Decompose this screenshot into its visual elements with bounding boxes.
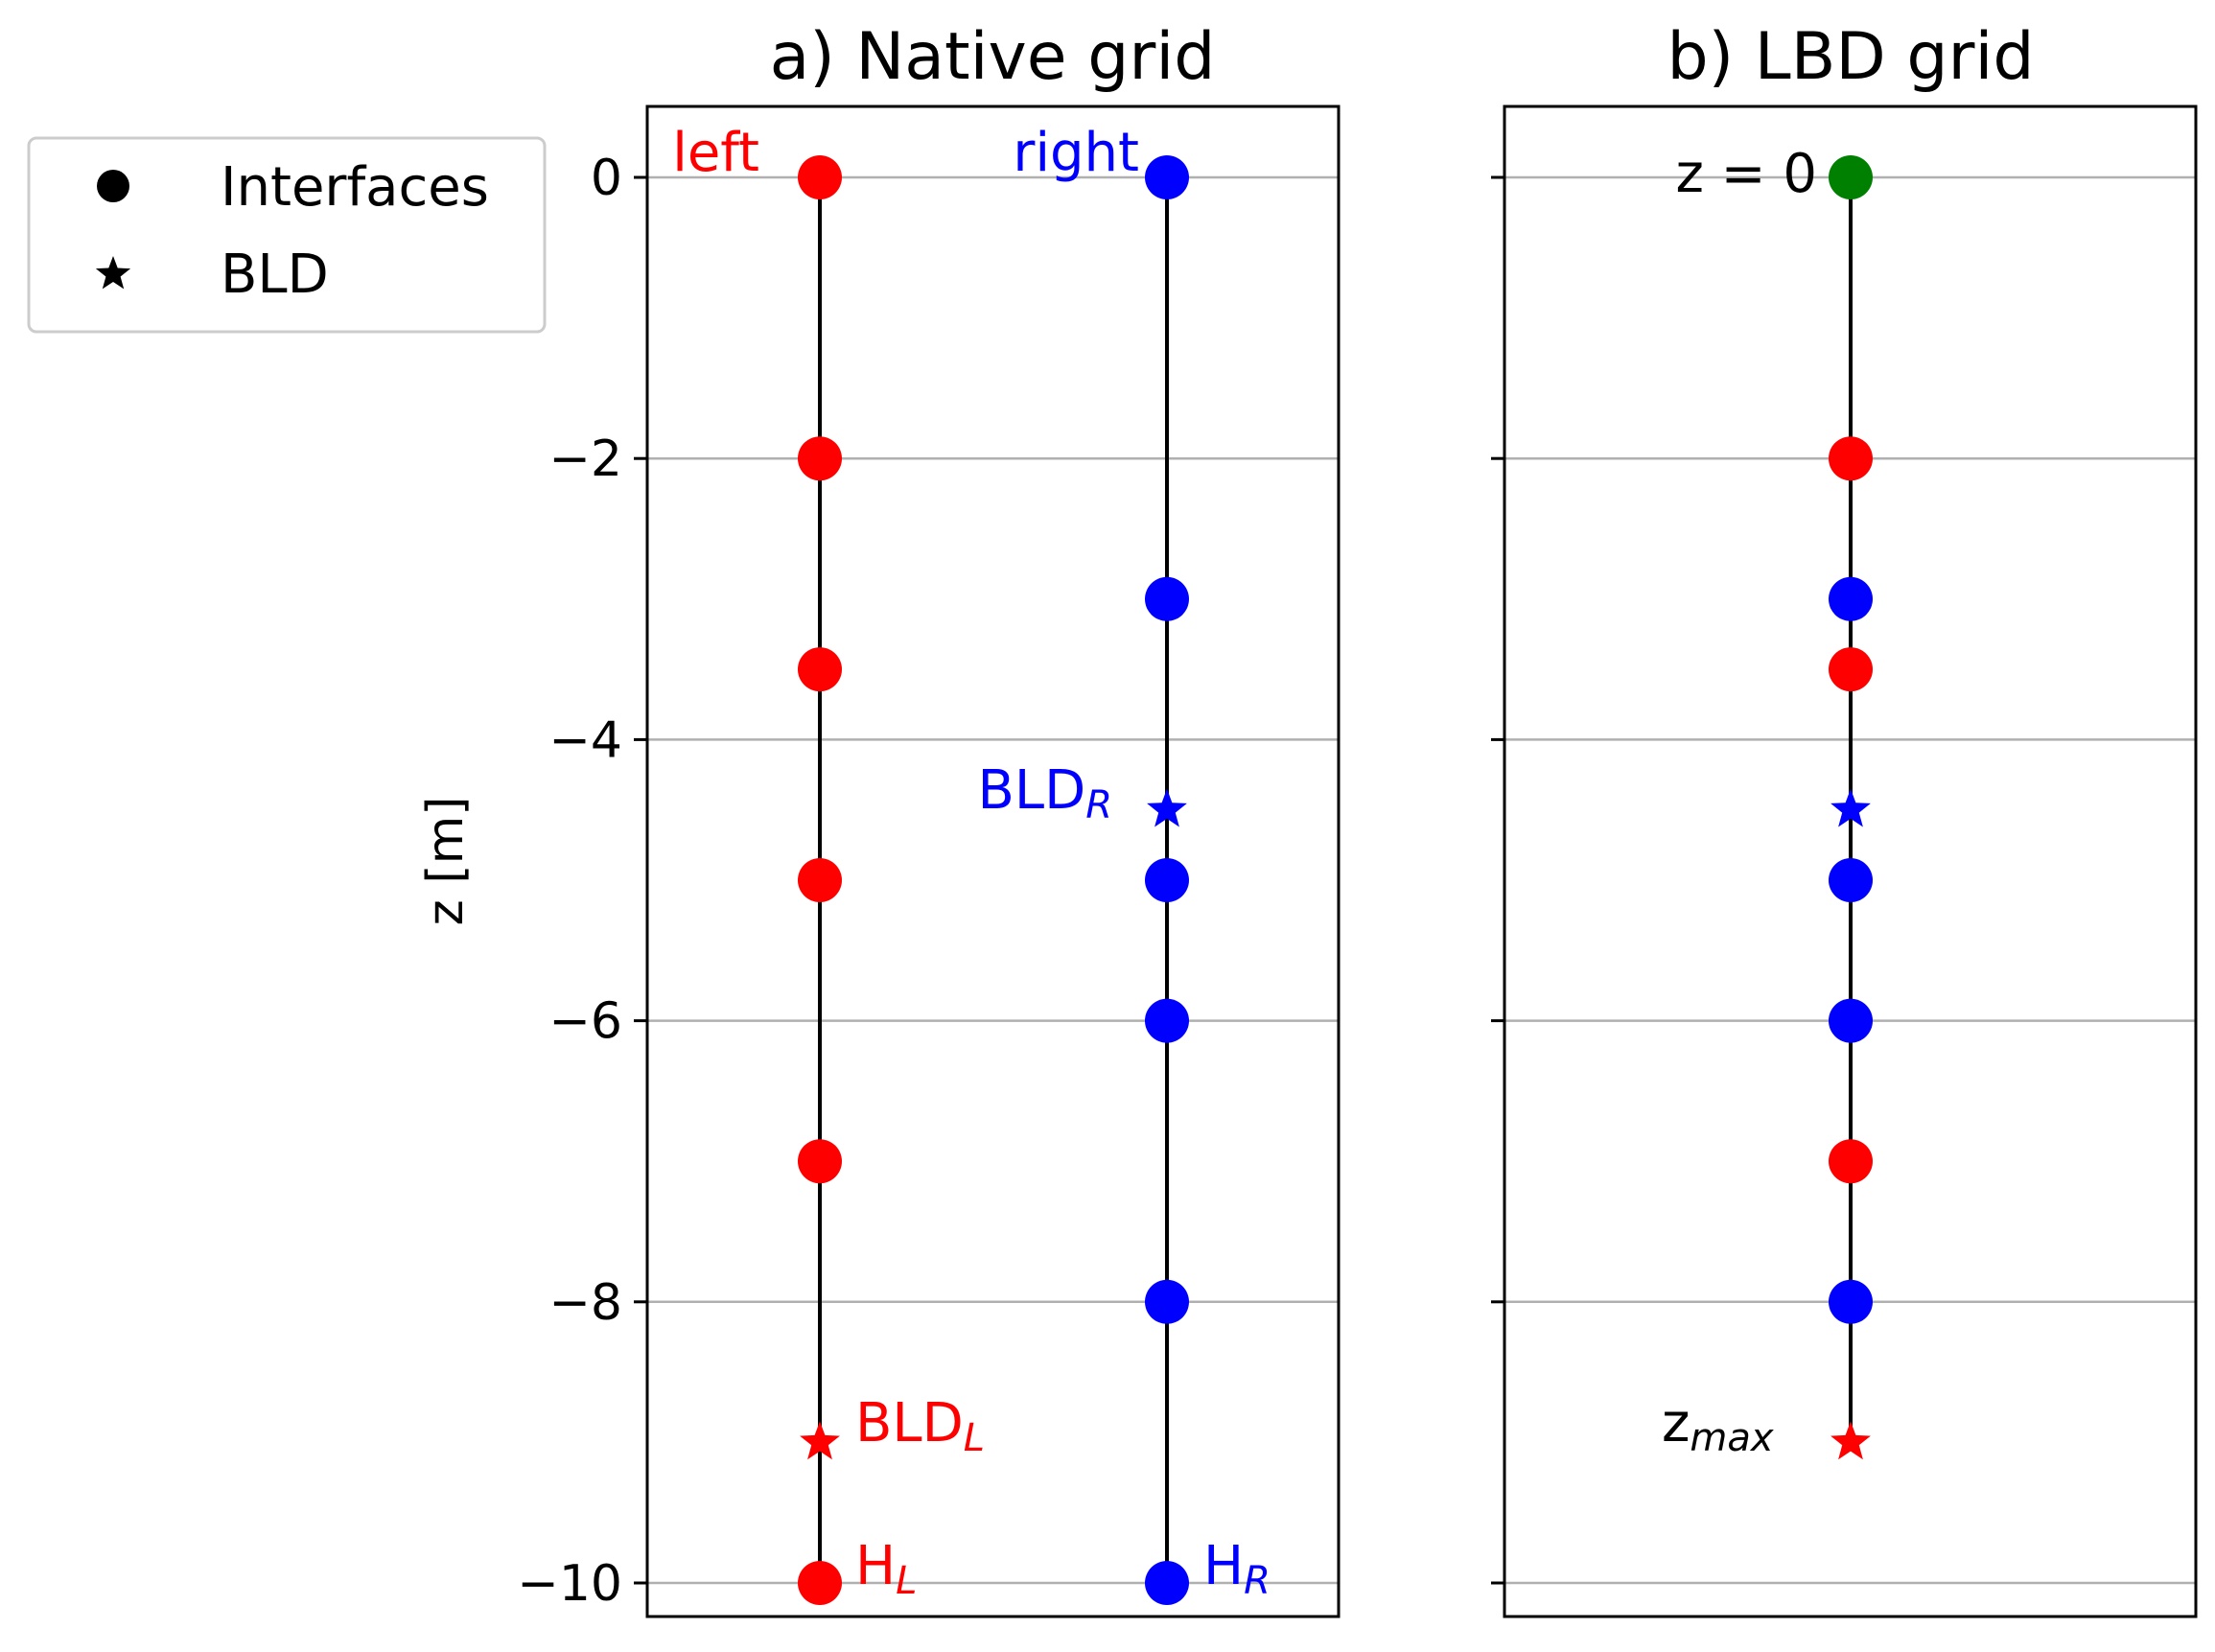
interface-marker-right xyxy=(1145,155,1189,199)
label-h-right-base: H xyxy=(1203,1535,1244,1597)
interface-marker-right xyxy=(1145,576,1189,621)
label-bld-left-sub: L xyxy=(964,1416,985,1460)
lbd-star-marker xyxy=(1830,1421,1871,1460)
interface-marker-right xyxy=(1145,1279,1189,1324)
legend-box xyxy=(27,136,547,334)
interface-marker-right xyxy=(1145,998,1189,1043)
label-h-right-sub: R xyxy=(1244,1559,1271,1603)
interface-marker-left xyxy=(798,436,842,481)
panel-a-frame xyxy=(645,105,1341,1618)
bld-marker-left xyxy=(800,1421,840,1460)
label-bld-left-base: BLD xyxy=(855,1392,964,1454)
label-bld-right-base: BLD xyxy=(977,759,1085,822)
y-tick-label: −10 xyxy=(517,1555,622,1613)
label-bld-right: BLDR xyxy=(977,759,1112,827)
label-z0: z = 0 xyxy=(1675,143,1817,205)
lbd-interface-marker xyxy=(1829,647,1873,692)
panel-b: b) LBD grid z = 0 zmax xyxy=(1491,19,2198,1618)
y-axis-label: z [m] xyxy=(417,796,475,925)
label-h-left-sub: L xyxy=(896,1559,917,1603)
lbd-interface-marker xyxy=(1829,1279,1873,1324)
legend-label-bld: BLD xyxy=(221,244,329,306)
legend-label-interfaces: Interfaces xyxy=(221,156,489,219)
label-right: right xyxy=(1013,122,1139,184)
lbd-interface-marker xyxy=(1829,1139,1873,1184)
label-h-left-base: H xyxy=(855,1535,896,1597)
label-zmax: zmax xyxy=(1662,1392,1774,1460)
panel-b-title: b) LBD grid xyxy=(1667,19,2035,95)
interface-marker-left xyxy=(798,1139,842,1184)
label-bld-right-sub: R xyxy=(1085,783,1112,827)
label-h-right: HR xyxy=(1203,1535,1271,1603)
lbd-interface-marker xyxy=(1829,576,1873,621)
interface-marker-left xyxy=(798,155,842,199)
legend-star-icon xyxy=(95,256,131,290)
panel-a-gridlines xyxy=(647,175,1339,1585)
panel-a-y-ticks: 0 −2 −4 −6 −8 −10 xyxy=(517,150,647,1613)
y-tick-label: −8 xyxy=(548,1274,622,1332)
legend: Interfaces BLD xyxy=(27,136,547,334)
interface-marker-right xyxy=(1145,1561,1189,1605)
interface-marker-right xyxy=(1145,858,1189,902)
lbd-interface-marker xyxy=(1829,998,1873,1043)
lbd-interface-marker xyxy=(1829,858,1873,902)
panel-a: a) Native grid 0 −2 −4 −6 −8 −10 z [m] left r… xyxy=(417,19,1341,1618)
interface-marker-left xyxy=(798,858,842,902)
legend-circle-icon xyxy=(97,170,129,202)
interface-marker-left xyxy=(798,1561,842,1605)
lbd-star-marker xyxy=(1830,788,1871,827)
panel-b-markers xyxy=(1829,155,1873,1460)
y-tick-label: −4 xyxy=(548,711,622,769)
panel-b-frame xyxy=(1503,105,2198,1618)
panel-a-markers xyxy=(798,155,1189,1605)
label-zmax-base: z xyxy=(1662,1392,1690,1454)
panel-a-title: a) Native grid xyxy=(770,19,1216,95)
label-h-left: HL xyxy=(855,1535,917,1603)
y-tick-label: −2 xyxy=(548,430,622,488)
y-tick-label: −6 xyxy=(548,993,622,1051)
y-tick-label: 0 xyxy=(591,150,622,207)
lbd-interface-marker xyxy=(1829,155,1873,199)
lbd-interface-marker xyxy=(1829,436,1873,481)
label-bld-left: BLDL xyxy=(855,1392,985,1460)
panel-b-y-ticks xyxy=(1491,175,1504,1585)
interface-marker-left xyxy=(798,647,842,692)
panel-a-column-lines xyxy=(818,177,1169,1583)
label-left: left xyxy=(672,122,759,184)
label-zmax-sub: max xyxy=(1690,1416,1773,1460)
bld-marker-right xyxy=(1147,788,1187,827)
